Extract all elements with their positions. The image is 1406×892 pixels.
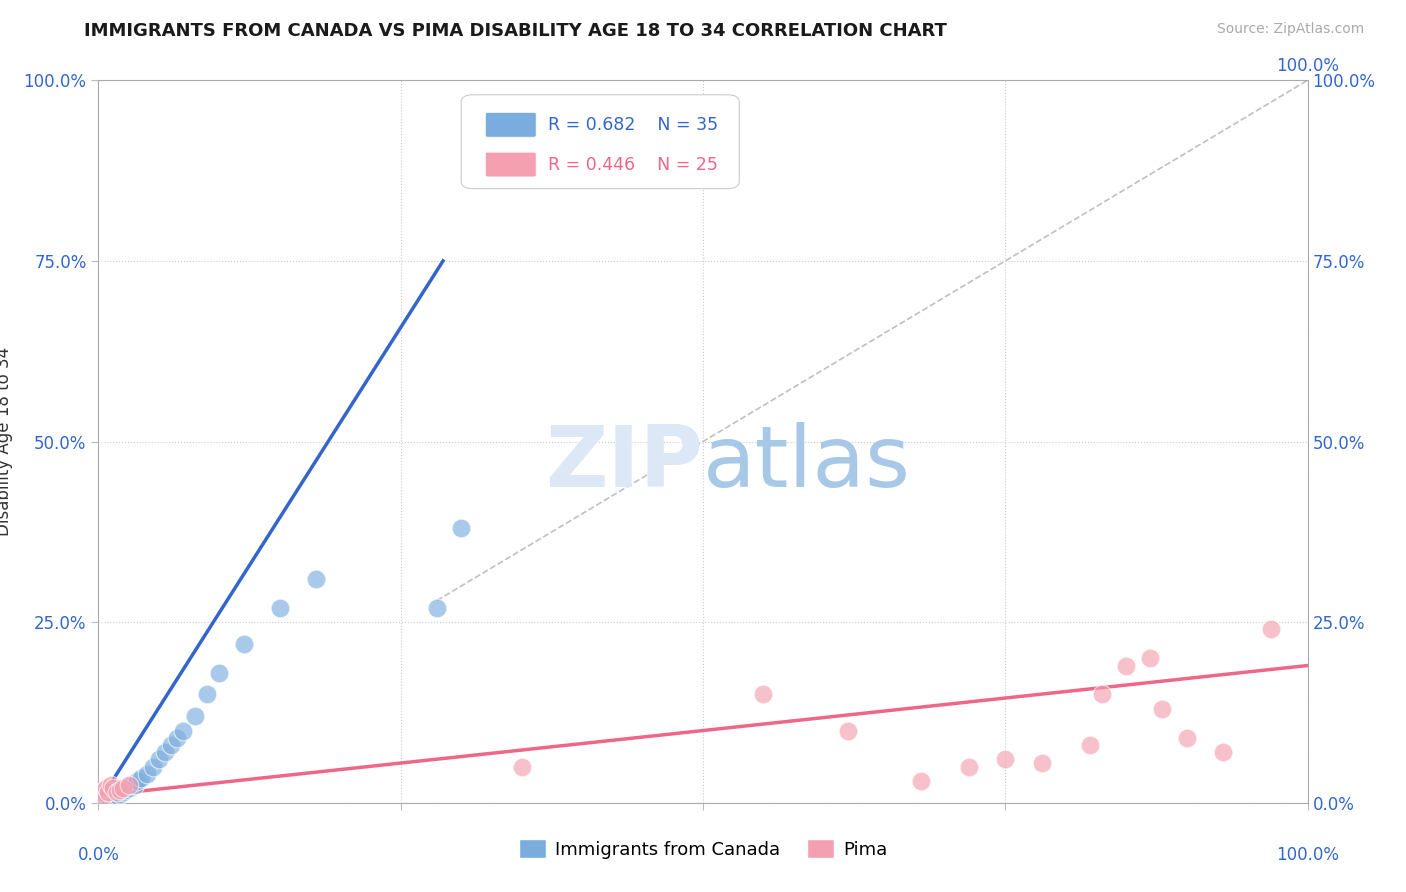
Point	[752, 687, 775, 701]
Point	[232, 637, 254, 651]
Point	[160, 738, 183, 752]
Text: atlas: atlas	[703, 422, 911, 505]
Point	[1175, 731, 1198, 745]
Point	[100, 790, 122, 805]
Point	[1139, 651, 1161, 665]
Point	[994, 752, 1017, 766]
Point	[1212, 745, 1234, 759]
Point	[101, 781, 124, 796]
Point	[108, 787, 131, 801]
Point	[118, 778, 141, 792]
Point	[269, 600, 291, 615]
Point	[105, 785, 128, 799]
Point	[1078, 738, 1101, 752]
Point	[142, 760, 165, 774]
Point	[100, 778, 122, 792]
Point	[153, 745, 176, 759]
Point	[103, 789, 125, 803]
Point	[124, 778, 146, 792]
Point	[1260, 623, 1282, 637]
Point	[98, 792, 121, 806]
Point	[94, 781, 117, 796]
Point	[426, 600, 449, 615]
FancyBboxPatch shape	[461, 95, 740, 189]
Point	[111, 785, 134, 799]
Point	[94, 790, 117, 805]
Point	[114, 782, 136, 797]
Point	[1091, 687, 1114, 701]
Point	[91, 789, 114, 803]
Legend: Immigrants from Canada, Pima: Immigrants from Canada, Pima	[512, 832, 894, 866]
Point	[127, 774, 149, 789]
Point	[166, 731, 188, 745]
Point	[107, 789, 129, 803]
Point	[1152, 702, 1174, 716]
Point	[305, 572, 328, 586]
Point	[450, 521, 472, 535]
Point	[97, 789, 120, 803]
Point	[172, 723, 194, 738]
Point	[118, 781, 141, 796]
Point	[837, 723, 859, 738]
Point	[184, 709, 207, 723]
Text: 100.0%: 100.0%	[1277, 847, 1339, 864]
Point	[135, 767, 157, 781]
Point	[510, 760, 533, 774]
Point	[105, 785, 128, 799]
Point	[1031, 756, 1053, 770]
Text: Source: ZipAtlas.com: Source: ZipAtlas.com	[1216, 22, 1364, 37]
Point	[910, 774, 932, 789]
Point	[129, 771, 152, 785]
Point	[101, 787, 124, 801]
Point	[957, 760, 980, 774]
Point	[93, 792, 115, 806]
Point	[148, 752, 170, 766]
Point	[195, 687, 218, 701]
Text: R = 0.446    N = 25: R = 0.446 N = 25	[548, 156, 718, 174]
Text: IMMIGRANTS FROM CANADA VS PIMA DISABILITY AGE 18 TO 34 CORRELATION CHART: IMMIGRANTS FROM CANADA VS PIMA DISABILIT…	[84, 22, 948, 40]
Point	[1115, 658, 1137, 673]
Point	[110, 782, 132, 797]
FancyBboxPatch shape	[485, 153, 536, 177]
FancyBboxPatch shape	[485, 112, 536, 137]
Text: ZIP: ZIP	[546, 422, 703, 505]
Point	[97, 785, 120, 799]
Text: 0.0%: 0.0%	[77, 847, 120, 864]
Point	[100, 785, 122, 799]
Point	[91, 789, 114, 803]
Point	[108, 782, 131, 797]
Y-axis label: Disability Age 18 to 34: Disability Age 18 to 34	[0, 347, 13, 536]
Text: R = 0.682    N = 35: R = 0.682 N = 35	[548, 116, 718, 134]
Point	[120, 778, 142, 792]
Point	[90, 785, 112, 799]
Point	[208, 665, 231, 680]
Point	[111, 781, 134, 796]
